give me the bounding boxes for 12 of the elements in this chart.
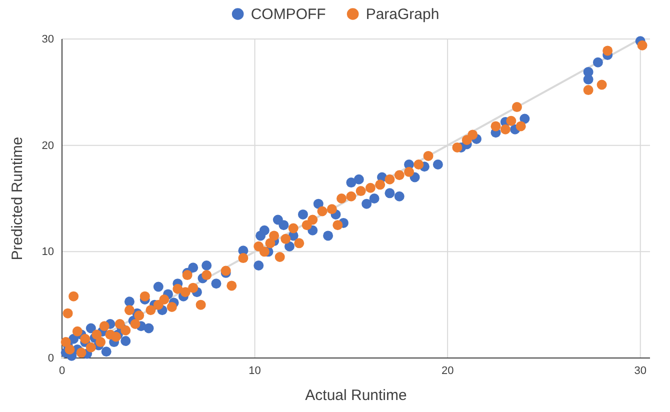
y-axis-title: Predicted Runtime (9, 136, 26, 260)
y-tick-label: 30 (42, 34, 54, 46)
legend-label: COMPOFF (250, 6, 326, 23)
y-tick-label: 10 (42, 246, 54, 258)
x-axis-title: Actual Runtime (305, 387, 407, 404)
y-tick-label: 20 (42, 140, 54, 152)
legend-label: ParaGraph (366, 6, 440, 23)
x-tick-label: 30 (634, 364, 646, 377)
x-tick-label: 20 (441, 364, 454, 377)
x-tick-label: 0 (58, 364, 66, 377)
x-tick-label: 10 (248, 364, 261, 377)
y-tick-label: 0 (48, 352, 54, 365)
